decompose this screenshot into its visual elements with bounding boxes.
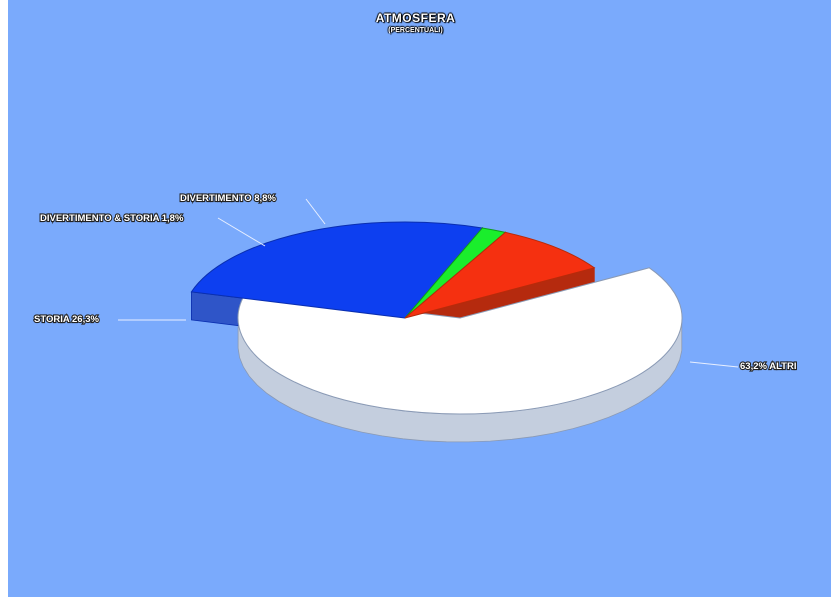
slice-label: 63,2% ALTRI: [740, 361, 797, 372]
slice-label: DIVERTIMENTO 8,8%: [180, 193, 276, 204]
slice-label: DIVERTIMENTO & STORIA 1,8%: [40, 213, 184, 224]
pie-slice-altri: [237, 267, 683, 415]
chart-subtitle: (PERCENTUALI): [388, 27, 443, 34]
chart-title: ATMOSFERA: [375, 11, 456, 25]
leader-line: [217, 217, 266, 247]
leader-line: [689, 361, 739, 368]
slice-label: STORIA 26,3%: [34, 314, 99, 325]
pie-slice-divertimento: [404, 231, 596, 319]
leader-line: [305, 198, 326, 225]
